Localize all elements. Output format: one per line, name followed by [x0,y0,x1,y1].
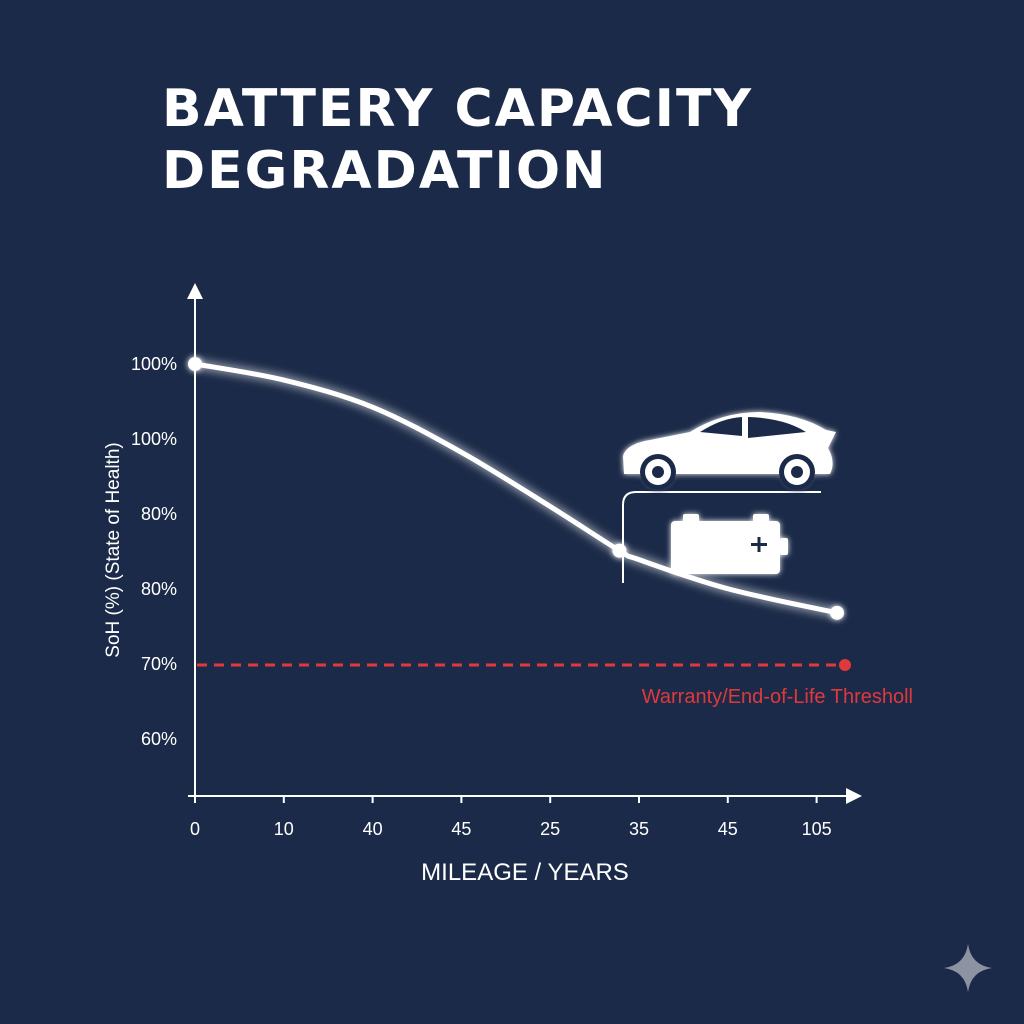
car-icon [623,412,836,490]
chart-title: BATTERY CAPACITY DEGRADATION [162,78,922,202]
title-line-1: BATTERY CAPACITY [162,79,754,139]
sparkle-icon [944,944,992,992]
y-tick-label: 60% [141,729,177,749]
battery-icon [671,514,788,574]
data-point-marker [830,605,845,620]
x-tick-label: 45 [718,819,738,839]
y-tick-label: 100% [131,354,177,374]
y-tick-label: 70% [141,654,177,674]
y-axis-title: SoH (%) (State of Health) [103,442,124,657]
x-axis-arrow [846,788,862,804]
series-degradation [188,357,845,620]
threshold-label: Warranty/End-of-Life Thresholl [642,686,913,708]
y-ticks: 100% 100% 80% 80% 70% 60% [131,354,177,749]
y-axis-arrow [187,283,203,299]
threshold-end-dot [839,659,851,671]
y-tick-label: 100% [131,429,177,449]
x-tick-label: 40 [363,819,383,839]
x-tick-label: 35 [629,819,649,839]
y-tick-label: 80% [141,504,177,524]
x-ticks: 0 10 40 45 25 35 45 105 [190,796,832,839]
x-tick-label: 105 [802,819,832,839]
y-tick-label: 80% [141,579,177,599]
data-point-marker [612,543,627,558]
degradation-curve [192,361,840,616]
connector-line [622,491,821,583]
x-axis-title: MILEAGE / YEARS [421,859,629,886]
data-point-marker [188,357,202,371]
title-line-2: DEGRADATION [162,141,608,201]
x-tick-label: 10 [274,819,294,839]
x-tick-label: 45 [451,819,471,839]
x-tick-label: 25 [540,819,560,839]
x-tick-label: 0 [190,819,200,839]
